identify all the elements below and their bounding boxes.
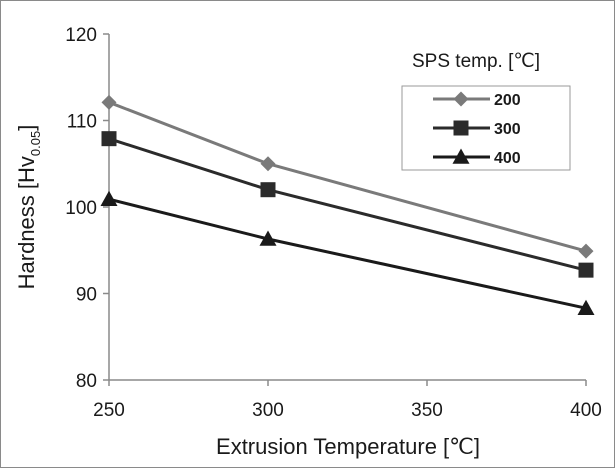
legend-marker (452, 148, 470, 164)
legend-marker (453, 91, 469, 107)
legend-label: 300 (494, 121, 521, 138)
data-point-400 (100, 190, 118, 207)
x-tick-label: 350 (411, 400, 443, 421)
series-200 (101, 94, 594, 259)
series-400 (100, 190, 595, 316)
x-tick-label: 250 (93, 400, 125, 421)
y-axis-title: Hardness [Hv0.05] (14, 125, 43, 290)
y-tick-label: 110 (67, 112, 97, 133)
legend-label: 200 (494, 92, 521, 109)
series-line-400 (108, 197, 587, 310)
legend-item-300: 300 (433, 120, 521, 138)
y-tick-label: 100 (65, 198, 97, 219)
data-point-300 (578, 262, 594, 278)
y-axis-title-subscript: 0.05 (28, 131, 43, 156)
data-point-300 (101, 131, 117, 147)
y-axis-title-close: ] (14, 125, 39, 131)
legend: 200 300 400 (401, 85, 571, 171)
legend-item-200: 200 (433, 91, 521, 109)
y-ticks: 80 90 100 110 120 (65, 25, 109, 392)
legend-title: SPS temp. [℃] (412, 51, 540, 72)
y-axis-title-main: Hardness [Hv (14, 156, 39, 289)
series-300 (101, 131, 594, 278)
data-point-200 (260, 156, 276, 172)
x-axis-title: Extrusion Temperature [℃] (216, 434, 480, 459)
legend-item-400: 400 (433, 148, 521, 167)
series-layer (100, 94, 595, 316)
data-point-300 (260, 182, 276, 198)
x-ticks: 250 300 350 400 (93, 380, 602, 421)
x-tick-label: 400 (570, 400, 602, 421)
legend-label: 400 (494, 150, 521, 167)
data-point-400 (259, 230, 277, 246)
data-point-200 (578, 243, 594, 259)
data-point-400 (577, 299, 595, 316)
y-tick-label: 80 (76, 371, 97, 392)
y-tick-label: 90 (76, 285, 97, 306)
x-tick-label: 300 (252, 400, 284, 421)
y-tick-label: 120 (65, 25, 97, 46)
data-point-200 (101, 94, 117, 110)
legend-marker (453, 120, 469, 136)
